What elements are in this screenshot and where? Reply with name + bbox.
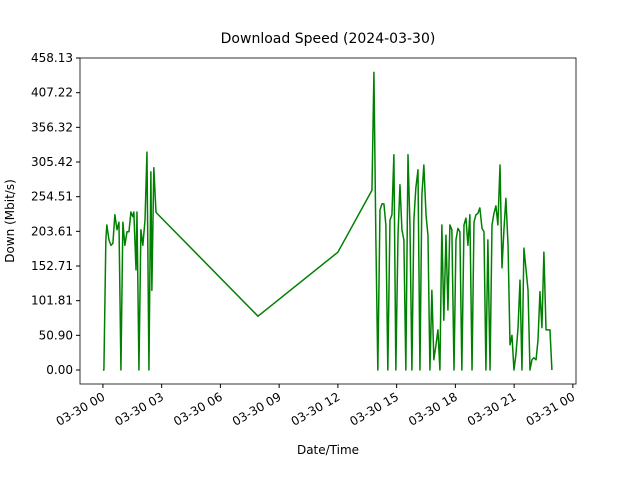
y-tick-label: 0.00 xyxy=(46,363,73,377)
x-axis-label: Date/Time xyxy=(297,443,359,457)
y-tick-label: 50.90 xyxy=(39,328,73,342)
y-tick-label: 203.61 xyxy=(31,224,73,238)
y-tick-label: 152.71 xyxy=(31,259,73,273)
y-tick-label: 458.13 xyxy=(31,51,73,65)
data-line xyxy=(102,71,553,371)
y-tick-label: 356.32 xyxy=(31,120,73,134)
y-tick-label: 305.42 xyxy=(31,155,73,169)
y-tick-label: 101.81 xyxy=(31,294,73,308)
y-tick-label: 254.51 xyxy=(31,190,73,204)
chart-title: Download Speed (2024-03-30) xyxy=(221,31,436,47)
y-axis-label: Down (Mbit/s) xyxy=(3,179,17,262)
plot-frame xyxy=(79,57,577,385)
y-tick-label: 407.22 xyxy=(31,86,73,100)
